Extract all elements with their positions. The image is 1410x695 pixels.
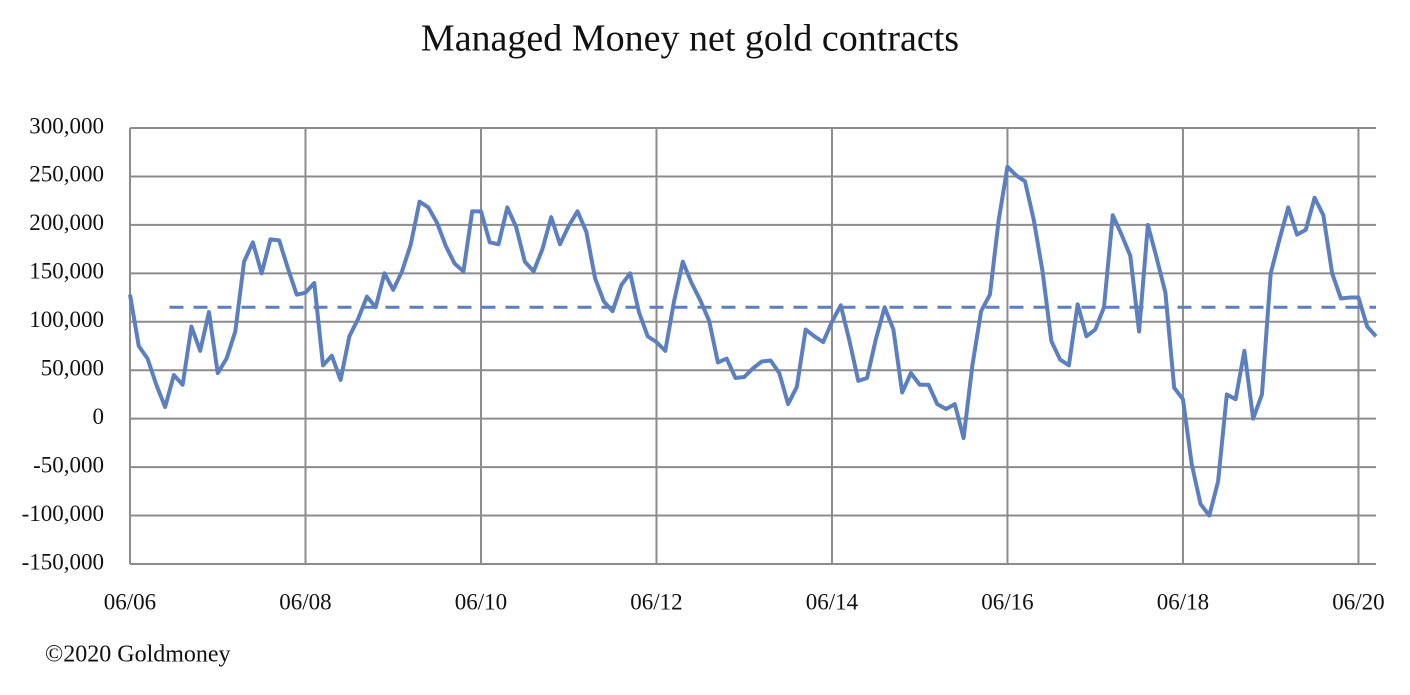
- source-note: ©2020 Goldmoney: [45, 642, 231, 668]
- y-tick-label: 150,000: [29, 259, 104, 284]
- y-tick-label: 0: [93, 404, 105, 429]
- chart-title: Managed Money net gold contracts: [421, 18, 959, 60]
- y-tick-label: 100,000: [29, 307, 104, 332]
- y-tick-label: 250,000: [29, 162, 104, 187]
- y-tick-label: -150,000: [22, 549, 104, 574]
- x-tick-label: 06/20: [1332, 589, 1384, 614]
- x-tick-label: 06/06: [104, 589, 156, 614]
- y-tick-label: -50,000: [33, 452, 104, 477]
- data-line: [128, 164, 1378, 518]
- x-tick-label: 06/10: [455, 589, 507, 614]
- x-tick-label: 06/18: [1157, 589, 1209, 614]
- x-tick-label: 06/08: [279, 589, 331, 614]
- y-tick-label: 200,000: [29, 210, 104, 235]
- y-tick-label: 300,000: [29, 113, 104, 138]
- x-tick-label: 06/16: [981, 589, 1033, 614]
- x-tick-label: 06/12: [630, 589, 682, 614]
- y-tick-label: 50,000: [41, 356, 104, 381]
- x-tick-label: 06/14: [806, 589, 859, 614]
- y-tick-label: -100,000: [22, 501, 104, 526]
